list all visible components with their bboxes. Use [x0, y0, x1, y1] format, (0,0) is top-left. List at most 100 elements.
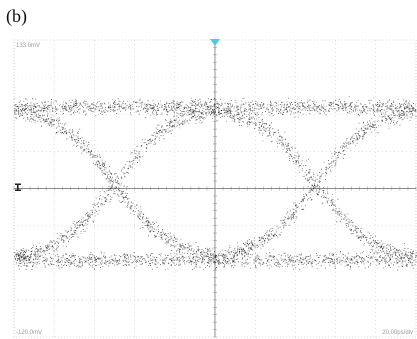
eye-trace-point — [337, 155, 339, 157]
eye-trace-point — [135, 111, 137, 113]
eye-trace-point — [371, 126, 373, 128]
eye-trace-point — [388, 265, 390, 267]
eye-trace-point — [169, 103, 171, 104]
eye-trace-point — [137, 157, 138, 159]
eye-trace-point — [247, 245, 249, 247]
eye-trace-point — [36, 115, 37, 117]
eye-trace-point — [379, 110, 381, 112]
eye-trace-point — [314, 108, 316, 110]
eye-trace-point — [86, 223, 88, 225]
eye-trace-point — [64, 132, 66, 134]
eye-trace-point — [374, 110, 376, 112]
eye-trace-point — [104, 167, 106, 169]
eye-trace-point — [227, 111, 229, 112]
eye-trace-point — [247, 124, 249, 126]
eye-trace-point — [286, 110, 288, 112]
eye-trace-point — [116, 109, 118, 111]
eye-trace-point — [398, 110, 400, 111]
eye-trace-point — [124, 192, 126, 194]
eye-trace-point — [250, 116, 252, 118]
eye-trace-point — [119, 263, 121, 265]
eye-trace-point — [395, 251, 397, 253]
eye-trace-point — [167, 128, 169, 130]
eye-trace-point — [61, 113, 63, 115]
eye-trace-point — [260, 122, 262, 123]
eye-trace-point — [381, 106, 383, 107]
eye-trace-point — [207, 109, 209, 110]
eye-trace-point — [198, 257, 200, 258]
eye-trace-point — [305, 174, 307, 176]
eye-trace-point — [61, 126, 63, 128]
eye-trace-point — [80, 147, 81, 148]
eye-trace-point — [41, 117, 43, 119]
eye-trace-point — [232, 249, 234, 251]
eye-trace-point — [150, 265, 151, 266]
eye-trace-point — [406, 265, 408, 267]
eye-trace-point — [261, 244, 263, 245]
eye-trace-point — [258, 236, 260, 238]
eye-trace-point — [361, 129, 363, 131]
eye-trace-point — [69, 129, 71, 131]
eye-trace-point — [56, 262, 58, 264]
eye-trace-point — [64, 235, 65, 237]
eye-trace-point — [171, 264, 172, 266]
eye-trace-point — [97, 165, 99, 167]
eye-trace-point — [97, 203, 99, 204]
eye-trace-point — [234, 120, 236, 122]
eye-trace-point — [90, 157, 92, 159]
eye-trace-point — [323, 197, 325, 198]
eye-trace-point — [401, 110, 403, 112]
eye-trace-point — [66, 103, 68, 105]
eye-trace-point — [285, 265, 286, 267]
eye-trace-point — [25, 112, 26, 114]
eye-trace-point — [338, 207, 340, 209]
eye-trace-point — [378, 106, 380, 108]
eye-trace-point — [201, 113, 202, 114]
eye-trace-point — [262, 122, 264, 124]
eye-trace-point — [327, 202, 328, 204]
eye-trace-point — [366, 242, 368, 243]
eye-trace-point — [398, 114, 400, 116]
eye-trace-point — [124, 196, 126, 198]
eye-trace-point — [171, 255, 173, 257]
eye-trace-point — [342, 150, 344, 152]
eye-trace-point — [112, 183, 114, 185]
eye-trace-point — [25, 249, 27, 251]
eye-trace-point — [330, 102, 332, 103]
eye-trace-point — [186, 105, 188, 106]
eye-trace-point — [378, 105, 380, 106]
eye-trace-point — [108, 171, 110, 172]
eye-trace-point — [276, 110, 277, 112]
eye-trace-point — [94, 257, 96, 258]
eye-trace-point — [289, 158, 291, 159]
eye-trace-point — [380, 112, 382, 114]
eye-trace-point — [189, 248, 190, 250]
eye-trace-point — [401, 113, 403, 114]
eye-trace-point — [260, 239, 261, 241]
eye-trace-point — [283, 227, 285, 229]
eye-trace-point — [173, 103, 175, 104]
eye-trace-point — [127, 202, 129, 204]
eye-trace-point — [166, 236, 168, 238]
eye-trace-point — [332, 253, 334, 255]
eye-trace-point — [317, 257, 319, 258]
eye-trace-point — [248, 253, 249, 255]
eye-trace-point — [39, 105, 40, 107]
eye-trace-point — [251, 110, 253, 111]
eye-trace-point — [77, 221, 79, 222]
eye-trace-point — [345, 108, 346, 110]
eye-trace-point — [337, 106, 339, 108]
eye-trace-point — [110, 262, 111, 264]
eye-trace-point — [404, 243, 405, 245]
eye-trace-point — [43, 250, 45, 251]
eye-trace-point — [65, 253, 67, 255]
eye-trace-point — [239, 247, 241, 249]
eye-trace-point — [330, 258, 332, 259]
eye-trace-point — [129, 164, 131, 166]
eye-trace-point — [95, 157, 97, 159]
eye-trace-point — [53, 124, 55, 125]
eye-trace-point — [84, 224, 86, 226]
eye-trace-point — [173, 242, 175, 243]
eye-trace-point — [246, 242, 248, 244]
